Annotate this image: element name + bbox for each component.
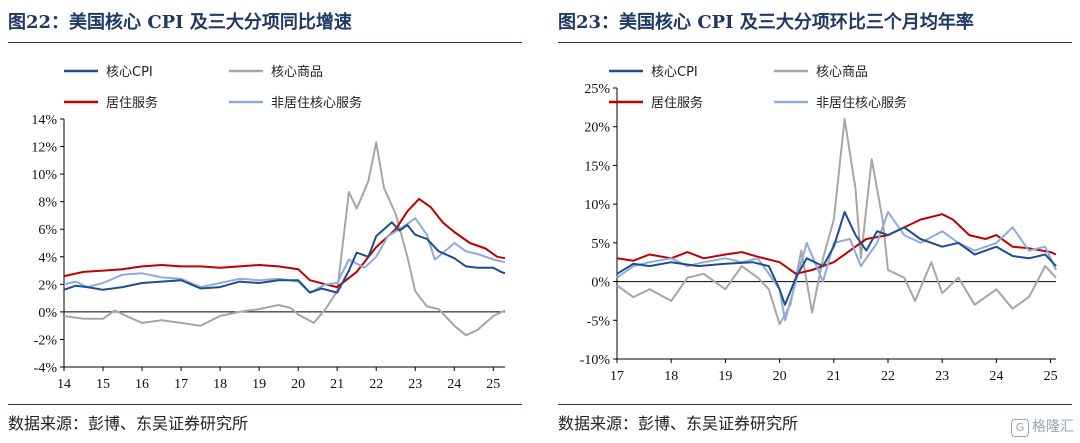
series-line-2 bbox=[63, 197, 506, 289]
x-tick-label: 25 bbox=[1044, 369, 1058, 384]
legend-item: 非居住核心服务 bbox=[774, 95, 907, 111]
x-tick-label: 18 bbox=[213, 377, 227, 392]
y-tick-label: 6% bbox=[38, 223, 57, 238]
y-tick-label: 10% bbox=[584, 198, 610, 213]
line-chart-yoy: -4% -2% 0% 2% 4% 6% 8% 10% 12% 14% 14 15 16 17 18 19 20 2… bbox=[31, 65, 506, 392]
legend-item: 核心商品 bbox=[774, 65, 868, 80]
chart-panel-left: 图22：美国核心 CPI 及三大分项同比增速 -4% -2% 0% 2% 4% 6% 8% 1… bbox=[0, 0, 530, 443]
x-tick-label: 21 bbox=[330, 377, 344, 392]
y-tick-label: -5% bbox=[587, 314, 611, 329]
x-tick-label: 21 bbox=[827, 369, 841, 384]
y-tick-label: 25% bbox=[584, 82, 610, 97]
series-line-1 bbox=[616, 118, 1057, 326]
series-line-3 bbox=[63, 217, 506, 294]
chart-panel-right: 图23：美国核心 CPI 及三大分项环比三个月均年率 -10% -5% 0% 5% 10… bbox=[550, 0, 1080, 443]
legend-label: 居住服务 bbox=[106, 95, 158, 111]
title-rule bbox=[8, 42, 522, 43]
x-tick-label: 24 bbox=[989, 369, 1003, 384]
x-tick-label: 23 bbox=[935, 369, 949, 384]
series-line-2 bbox=[616, 213, 1057, 275]
x-tick-label: 22 bbox=[369, 377, 383, 392]
y-tick-label: 5% bbox=[591, 237, 610, 252]
y-tick-label: 0% bbox=[591, 276, 610, 291]
x-tick-label: 20 bbox=[773, 369, 787, 384]
legend-item: 核心商品 bbox=[229, 65, 323, 80]
x-tick-label: 19 bbox=[718, 369, 732, 384]
x-tick-label: 16 bbox=[135, 377, 149, 392]
legend-item: 核心CPI bbox=[609, 65, 698, 80]
x-tick-label: 15 bbox=[96, 377, 110, 392]
series-line-0 bbox=[63, 221, 506, 294]
y-tick-label: 4% bbox=[38, 251, 57, 266]
legend-label: 非居住核心服务 bbox=[816, 95, 907, 111]
legend-label: 核心CPI bbox=[651, 65, 698, 80]
y-tick-label: 20% bbox=[584, 121, 610, 136]
line-chart-3m-annualized: -10% -5% 0% 5% 10% 15% 20% 25% 17 18 19 20 21 22 23 24 2… bbox=[580, 65, 1058, 384]
x-tick-label: 14 bbox=[57, 377, 71, 392]
x-tick-label: 19 bbox=[252, 377, 266, 392]
chart-title: 图23：美国核心 CPI 及三大分项环比三个月均年率 bbox=[558, 12, 974, 33]
y-tick-label: -4% bbox=[34, 361, 58, 376]
legend-label: 非居住核心服务 bbox=[271, 95, 362, 111]
legend-item: 核心CPI bbox=[64, 65, 153, 80]
x-tick-label: 20 bbox=[291, 377, 305, 392]
chart-title: 图22：美国核心 CPI 及三大分项同比增速 bbox=[8, 12, 352, 33]
legend-label: 居住服务 bbox=[651, 95, 703, 111]
legend-label: 核心商品 bbox=[816, 65, 868, 80]
x-tick-label: 25 bbox=[486, 377, 500, 392]
legend-item: 非居住核心服务 bbox=[229, 95, 362, 111]
y-tick-label: 14% bbox=[31, 113, 57, 128]
legend-item: 居住服务 bbox=[64, 95, 158, 111]
series-line-0 bbox=[616, 210, 1057, 306]
source-rule bbox=[558, 404, 1072, 405]
y-tick-label: 12% bbox=[31, 141, 57, 156]
y-tick-label: 2% bbox=[38, 278, 57, 293]
y-tick-label: 8% bbox=[38, 196, 57, 211]
watermark-label: 格隆汇 bbox=[1032, 419, 1074, 435]
x-tick-label: 17 bbox=[610, 369, 624, 384]
x-tick-label: 23 bbox=[408, 377, 422, 392]
source-note: 数据来源：彭博、东吴证券研究所 bbox=[558, 414, 799, 433]
y-tick-label: -10% bbox=[580, 353, 611, 368]
y-tick-label: 10% bbox=[31, 168, 57, 183]
legend-label: 核心CPI bbox=[106, 65, 153, 80]
source-note: 数据来源：彭博、东吴证券研究所 bbox=[8, 414, 249, 433]
y-tick-label: 15% bbox=[584, 159, 610, 174]
series-line-1 bbox=[63, 141, 506, 337]
y-tick-label: -2% bbox=[34, 333, 58, 348]
y-tick-label: 0% bbox=[38, 306, 57, 321]
x-tick-label: 17 bbox=[174, 377, 188, 392]
legend-item: 居住服务 bbox=[609, 95, 703, 111]
x-tick-label: 22 bbox=[881, 369, 895, 384]
logo-icon: G bbox=[1011, 419, 1029, 437]
watermark: G 格隆汇 bbox=[1011, 416, 1074, 437]
x-tick-label: 24 bbox=[447, 377, 461, 392]
x-tick-label: 18 bbox=[664, 369, 678, 384]
title-rule bbox=[558, 42, 1072, 43]
source-rule bbox=[8, 404, 522, 405]
legend-label: 核心商品 bbox=[271, 65, 323, 80]
series-line-3 bbox=[616, 210, 1057, 322]
